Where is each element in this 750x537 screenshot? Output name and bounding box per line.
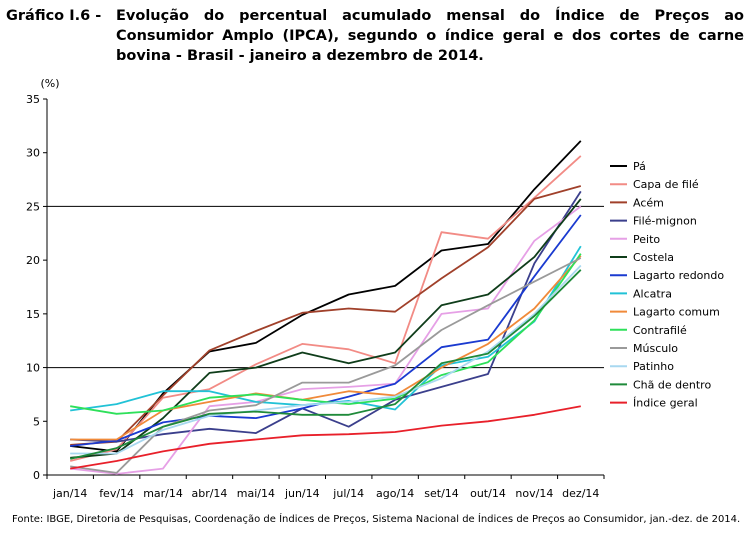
legend-label: Peito	[633, 233, 660, 246]
series-line	[70, 185, 582, 446]
x-tick-label: ago/14	[376, 487, 414, 500]
series-line	[70, 255, 582, 441]
legend-label: Filé-mignon	[633, 215, 697, 228]
x-tick-label: abr/14	[191, 487, 227, 500]
x-tick-label: jul/14	[332, 487, 364, 500]
x-tick-label: nov/14	[515, 487, 553, 500]
legend-label: Capa de filé	[633, 178, 699, 191]
series-line	[70, 257, 582, 474]
x-tick-label: jun/14	[284, 487, 320, 500]
legend-label: Costela	[633, 251, 674, 264]
legend-label: Lagarto comum	[633, 306, 720, 319]
y-tick-label: 25	[26, 200, 40, 213]
series-line	[70, 205, 582, 475]
y-tick-label: 0	[33, 469, 40, 482]
x-tick-label: jan/14	[52, 487, 87, 500]
x-tick-label: dez/14	[562, 487, 599, 500]
series-line	[70, 264, 582, 455]
legend-label: Chã de dentro	[633, 378, 711, 391]
chart-title-label: Gráfico I.6 -	[6, 8, 102, 24]
legend-label: Lagarto redondo	[633, 269, 724, 282]
legend-label: Índice geral	[633, 397, 698, 410]
y-tick-label: 30	[26, 147, 40, 160]
y-tick-label: 15	[26, 308, 40, 321]
y-axis-label: (%)	[40, 77, 59, 90]
y-tick-label: 5	[33, 415, 40, 428]
series-line	[69, 269, 582, 460]
legend-label: Músculo	[633, 342, 678, 355]
series-line	[69, 155, 582, 462]
x-tick-label: fev/14	[99, 487, 134, 500]
series-line	[70, 198, 582, 459]
line-chart: 0 5 10 15 20 25 30 35(%) jan/14 fev/14 mar/14 abr/1…	[26, 77, 724, 500]
series-line	[70, 253, 582, 415]
series-line	[70, 245, 582, 412]
legend-label: Pá	[633, 160, 646, 173]
legend-label: Patinho	[633, 360, 674, 373]
y-tick-label: 10	[26, 362, 40, 375]
x-tick-label: mai/14	[237, 487, 275, 500]
x-tick-label: mar/14	[143, 487, 183, 500]
legend-label: Contrafilé	[633, 324, 687, 337]
x-tick-label: set/14	[424, 487, 459, 500]
y-tick-label: 20	[26, 254, 40, 267]
source-note: Fonte: IBGE, Diretoria de Pesquisas, Coo…	[12, 514, 741, 525]
legend-label: Acém	[633, 196, 664, 209]
chart-title-text: Evolução do percentual acumulado mensal …	[116, 8, 744, 64]
series-line	[70, 405, 581, 470]
y-tick-label: 35	[26, 93, 40, 106]
legend-label: Alcatra	[633, 287, 672, 300]
x-tick-label: out/14	[470, 487, 506, 500]
